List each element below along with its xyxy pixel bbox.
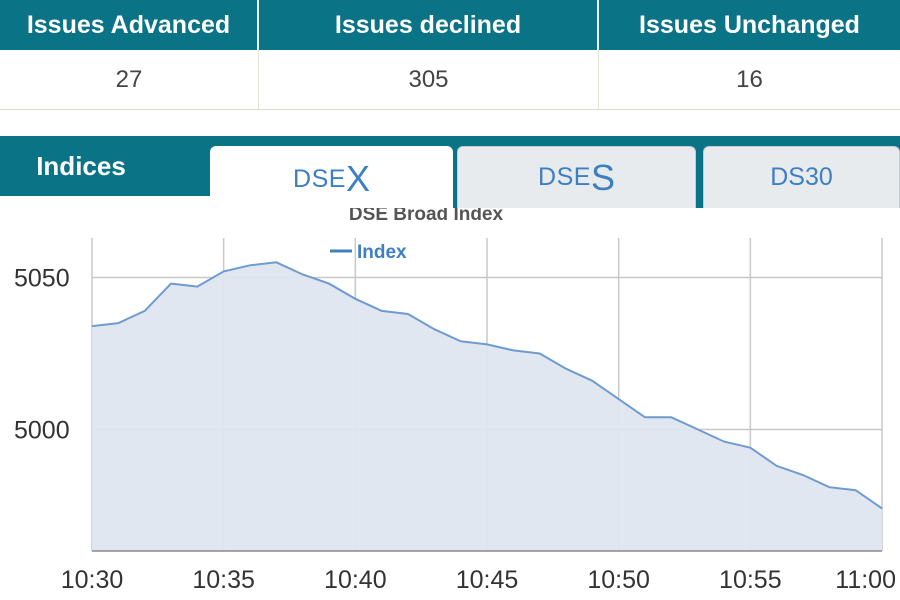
chart-title: DSE Broad Index [349, 208, 504, 225]
y-axis-ticks: 5000 5050 [14, 265, 70, 445]
legend[interactable]: Index [330, 242, 407, 263]
tab-dses-suffix: S [590, 156, 615, 198]
value-issues-declined: 305 [259, 50, 599, 109]
index-chart: 5000 5050 10:30 10:35 10:40 10:45 10:50 10:55 1… [0, 208, 900, 600]
stats-header-row: Issues Advanced Issues declined Issues U… [0, 0, 900, 50]
header-issues-unchanged: Issues Unchanged [639, 10, 860, 39]
value-issues-unchanged: 16 [736, 65, 763, 93]
y-tick-label: 5000 [14, 416, 70, 444]
issues-stats-table: Issues Advanced Issues declined Issues U… [0, 0, 900, 110]
header-issues-advanced: Issues Advanced [0, 0, 259, 50]
stats-values-row: 27 305 16 [0, 50, 900, 110]
tab-dses[interactable]: DSE S [457, 146, 696, 208]
header-issues-declined: Issues declined [259, 0, 599, 50]
series-area-index [92, 262, 882, 551]
section-label-underline [0, 196, 210, 208]
tab-dses-prefix: DSE [538, 163, 591, 191]
x-tick-label: 10:50 [587, 566, 650, 594]
tab-dsex[interactable]: DSE X [210, 146, 453, 212]
x-tick-label: 10:30 [61, 566, 124, 594]
x-tick-label: 11:00 [835, 566, 896, 594]
value-issues-advanced: 27 [0, 50, 259, 109]
indices-tabbar: Indices DSE X DSE S DS30 [0, 136, 900, 212]
x-tick-label: 10:55 [719, 566, 782, 594]
x-tick-label: 10:45 [456, 566, 519, 594]
tab-dsex-prefix: DSE [293, 164, 346, 193]
x-axis-ticks: 10:30 10:35 10:40 10:45 10:50 10:55 11:00 [61, 566, 896, 594]
y-tick-label: 5050 [14, 265, 70, 293]
tab-ds30-label: DS30 [770, 163, 833, 191]
series-line-index [91, 261, 883, 510]
indices-section-label: Indices [36, 150, 126, 181]
x-tick-label: 10:40 [324, 566, 387, 594]
tab-ds30[interactable]: DS30 [703, 146, 900, 208]
x-tick-label: 10:35 [192, 566, 255, 594]
tab-dsex-suffix: X [345, 158, 370, 199]
legend-label-index: Index [357, 242, 407, 263]
